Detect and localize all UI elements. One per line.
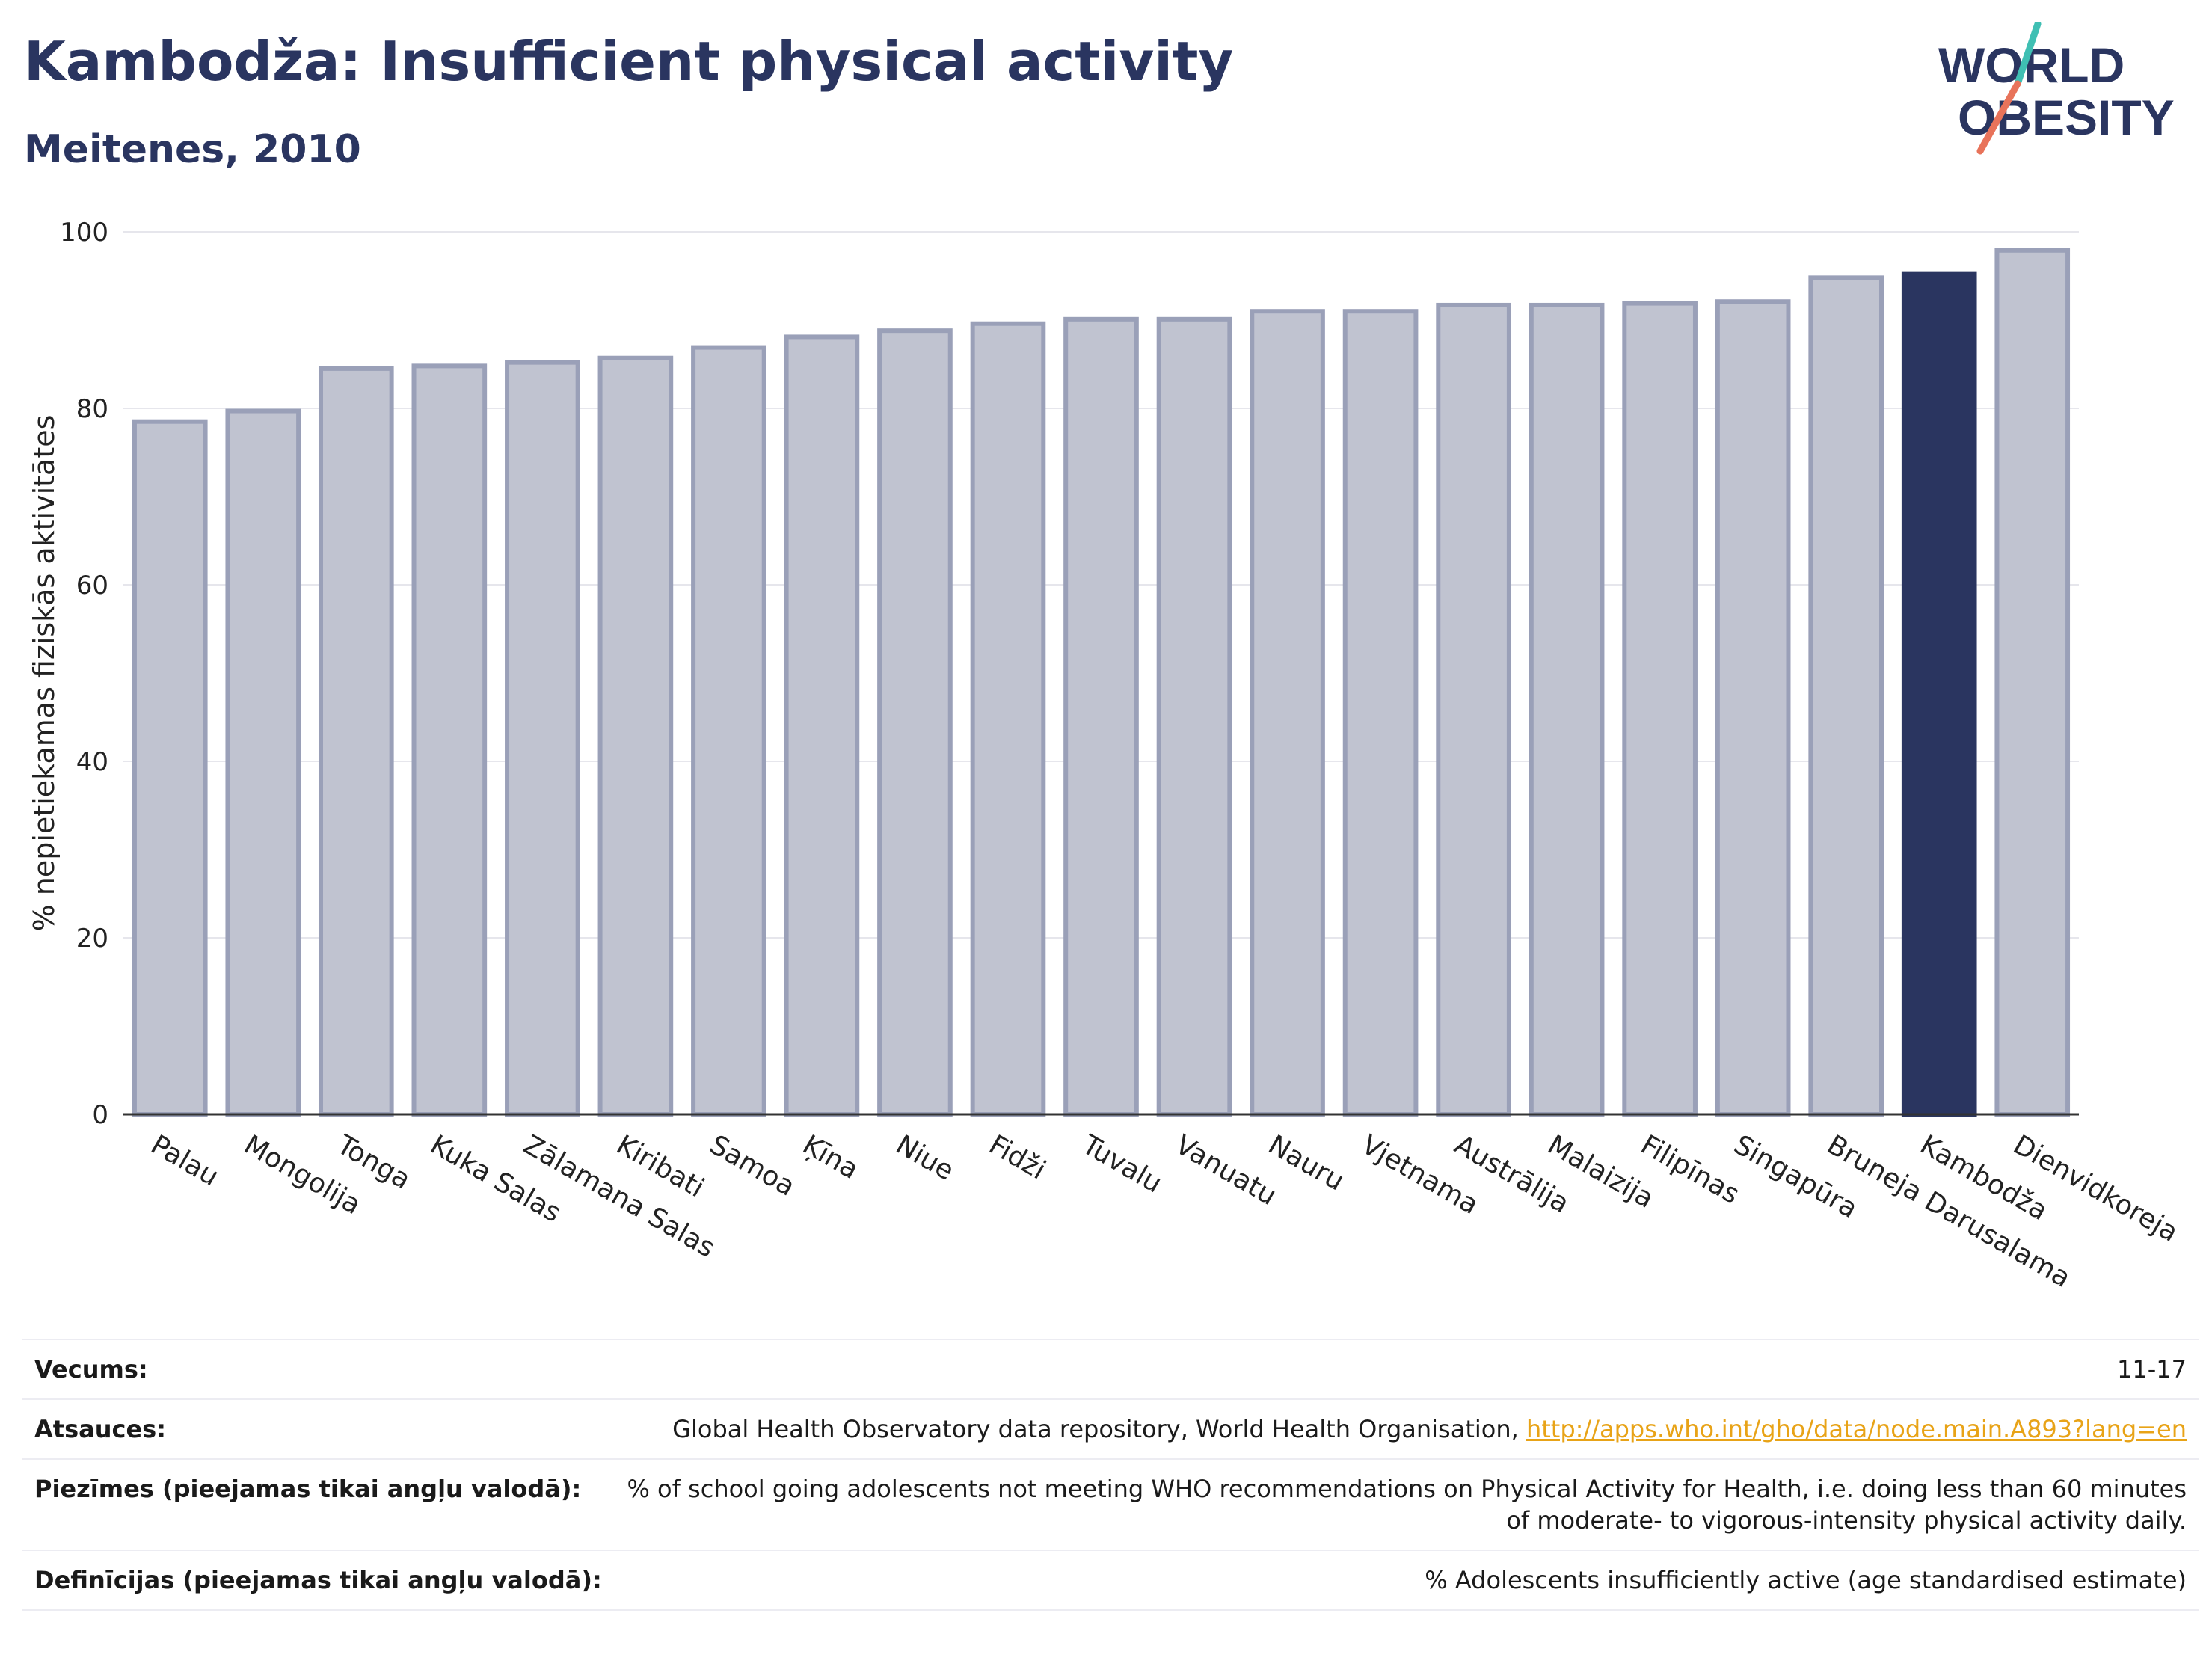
source-link[interactable]: http://apps.who.int/gho/data/node.main.A… — [1526, 1415, 2187, 1443]
bar — [1808, 275, 1884, 1117]
bar — [1342, 309, 1419, 1117]
y-axis-label: % nepietiekamas fiziskās aktivitātes — [28, 415, 61, 932]
x-tick-label: Niue — [891, 1129, 959, 1186]
y-tick-label: 60 — [76, 571, 108, 601]
bar — [411, 363, 488, 1117]
info-label: Piezīmes (pieejamas tikai angļu valodā): — [34, 1475, 582, 1503]
bar — [1436, 302, 1511, 1117]
x-tick-label: Ķīna — [797, 1129, 863, 1185]
x-tick-label: Palau — [146, 1129, 224, 1192]
info-row-sources: Atsauces: Global Health Observatory data… — [22, 1400, 2199, 1460]
bar — [1156, 316, 1232, 1117]
info-row-age: Vecums: 11-17 — [22, 1340, 2199, 1400]
bar — [1715, 299, 1791, 1117]
info-label: Definīcijas (pieejamas tikai angļu valod… — [34, 1566, 602, 1594]
bar — [132, 419, 208, 1117]
info-row-notes: Piezīmes (pieejamas tikai angļu valodā):… — [22, 1460, 2199, 1551]
logo-line2: OBESITY — [1958, 90, 2175, 145]
info-value: 11-17 — [2117, 1355, 2187, 1384]
y-tick-label: 40 — [76, 747, 108, 777]
bar — [784, 334, 860, 1117]
bar — [970, 321, 1046, 1117]
y-tick-label: 0 — [92, 1100, 108, 1130]
y-tick-label: 100 — [60, 218, 108, 248]
logo-accent-teal — [2014, 22, 2042, 87]
x-tick-label: Tuvalu — [1076, 1129, 1167, 1200]
page-subtitle: Meitenes, 2010 — [24, 127, 361, 172]
info-row-definitions: Definīcijas (pieejamas tikai angļu valod… — [22, 1551, 2199, 1611]
source-text: Global Health Observatory data repositor… — [672, 1415, 1526, 1443]
x-tick-label: Vanuatu — [1170, 1129, 1282, 1212]
x-tick-label: Fidži — [983, 1129, 1051, 1185]
bar — [505, 360, 580, 1117]
world-obesity-logo: WORLD OBESITY — [1938, 22, 2175, 155]
y-tick-label: 20 — [76, 924, 108, 954]
bar-chart: 0 20 40 60 80 100 % nepietiekamas fiziskās akt… — [28, 218, 2183, 1294]
bar — [225, 408, 301, 1117]
info-value-sources: Global Health Observatory data repositor… — [196, 1413, 2187, 1445]
info-label: Vecums: — [34, 1355, 148, 1384]
y-tick-label: 80 — [76, 394, 108, 424]
bar — [1901, 271, 1977, 1117]
bar — [691, 345, 766, 1117]
info-table: Vecums: 11-17 Atsauces: Global Health Ob… — [22, 1339, 2199, 1611]
info-value: % Adolescents insufficiently active (age… — [1425, 1566, 2187, 1594]
info-value: % of school going adolescents not meetin… — [627, 1475, 2187, 1535]
info-label: Atsauces: — [34, 1415, 166, 1443]
page-title: Kambodža: Insufficient physical activity — [24, 30, 1234, 93]
logo-accent-coral — [1976, 80, 2021, 155]
x-tick-label: Samoa — [704, 1129, 800, 1203]
bar — [877, 328, 953, 1117]
bar — [1529, 302, 1605, 1117]
bar — [318, 366, 394, 1117]
bar — [1063, 316, 1139, 1117]
bar — [597, 355, 674, 1117]
bar — [1622, 301, 1698, 1117]
bar — [1994, 248, 2071, 1117]
bar — [1250, 309, 1325, 1117]
